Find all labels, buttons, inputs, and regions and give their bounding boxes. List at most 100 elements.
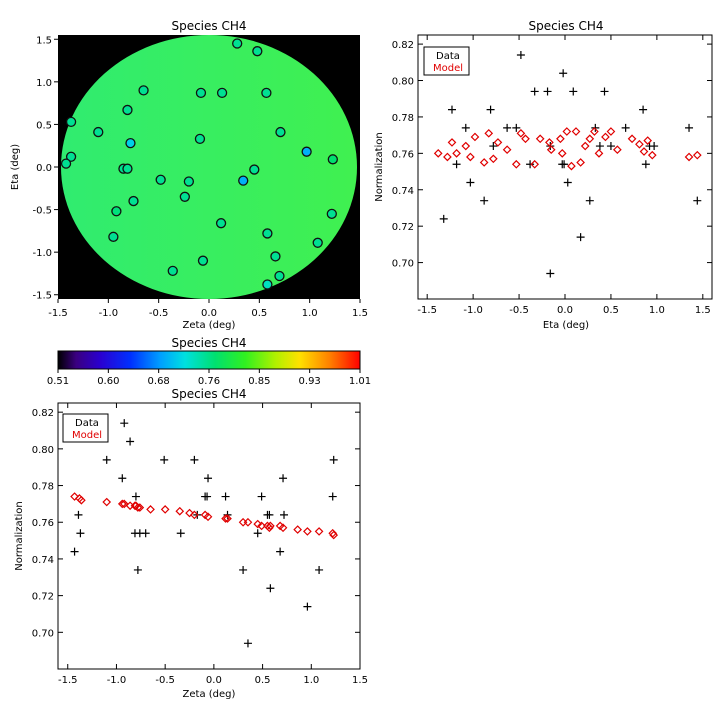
eta-points bbox=[433, 51, 702, 278]
colorbar-tick-label: 0.60 bbox=[97, 376, 119, 387]
eta-model-point bbox=[639, 147, 649, 156]
zeta-legend-box bbox=[62, 413, 109, 443]
eta-model-point bbox=[571, 127, 581, 136]
map-point bbox=[183, 176, 195, 187]
eta-model-point bbox=[585, 134, 595, 144]
eta-model-point bbox=[576, 158, 585, 167]
eta-data-point bbox=[563, 178, 572, 187]
map-point bbox=[275, 126, 286, 138]
eta-data-point bbox=[600, 87, 609, 96]
eta-x-tick-label: 1.5 bbox=[695, 305, 711, 316]
zeta-data-point bbox=[141, 529, 150, 538]
zeta-legend: Data Model bbox=[62, 413, 109, 443]
eta-y-tick-label: 0.74 bbox=[392, 186, 414, 197]
zeta-data-point bbox=[176, 529, 185, 538]
eta-model-point bbox=[557, 148, 567, 158]
zeta-data-point bbox=[239, 565, 248, 574]
eta-model-point bbox=[545, 138, 554, 147]
eta-model-point bbox=[452, 148, 461, 158]
zeta-model-point bbox=[119, 499, 129, 509]
eta-model-point bbox=[447, 138, 457, 147]
zeta-data-point bbox=[280, 510, 289, 519]
zeta-legend-model: Model bbox=[72, 430, 102, 441]
map-point bbox=[167, 265, 178, 277]
eta-data-point bbox=[503, 123, 512, 132]
eta-data-point bbox=[685, 123, 694, 132]
eta-data-point bbox=[641, 160, 650, 169]
zeta-model-point bbox=[328, 528, 338, 538]
eta-model-point bbox=[479, 158, 489, 167]
zeta-y-tick-label: 0.80 bbox=[32, 445, 54, 456]
map-y-tick-label: -1.5 bbox=[32, 291, 52, 302]
eta-data-point bbox=[606, 142, 615, 151]
eta-data-point bbox=[466, 178, 475, 187]
map-point bbox=[108, 231, 119, 242]
eta-data-point bbox=[439, 214, 448, 223]
eta-model-point bbox=[606, 127, 616, 136]
eta-y-tick-label: 0.70 bbox=[392, 259, 414, 270]
zeta-model-point bbox=[203, 512, 213, 522]
eta-x-tick-label: 1.0 bbox=[649, 305, 665, 316]
zeta-data-point bbox=[328, 492, 337, 501]
zeta-data-point bbox=[126, 437, 135, 446]
eta-data-point bbox=[639, 105, 648, 114]
map-point bbox=[238, 175, 249, 186]
eta-data-point bbox=[576, 233, 585, 242]
zeta-data-point bbox=[303, 602, 312, 611]
map-point bbox=[125, 138, 136, 149]
eta-axis-ticks: -1.5 -1.0 -0.5 0.0 0.5 1.0 1.5 0.82 0.80 0.78 0.76… bbox=[392, 35, 712, 316]
eta-x-tick-label: 0.0 bbox=[557, 305, 573, 316]
colorbar-title: Species CH4 bbox=[171, 336, 246, 350]
zeta-model-point bbox=[303, 527, 312, 536]
map-x-tick-label: 0.5 bbox=[251, 308, 267, 319]
eta-data-point bbox=[621, 123, 630, 132]
eta-data-point bbox=[559, 69, 568, 78]
eta-model-point bbox=[535, 134, 545, 144]
zeta-x-tick-label: 1.5 bbox=[352, 675, 368, 686]
colorbar-tick-label: 0.51 bbox=[47, 376, 69, 387]
zeta-model-point bbox=[266, 521, 275, 531]
map-points bbox=[60, 38, 338, 290]
zeta-data-point bbox=[329, 455, 338, 464]
map-y-tick-label: 1.5 bbox=[36, 35, 52, 46]
zeta-x-tick-label: -1.0 bbox=[107, 675, 127, 686]
zeta-model-point bbox=[135, 503, 145, 512]
eta-model-point bbox=[635, 139, 644, 149]
zeta-y-tick-label: 0.72 bbox=[32, 592, 54, 603]
map-tick-labels: -1.5 -1.0 -0.5 0.0 0.5 1.0 1.5 1.5 1.0 0.5 0.0 -0.5… bbox=[32, 35, 367, 319]
map-point bbox=[122, 104, 133, 116]
eta-model-point bbox=[443, 152, 452, 162]
colorbar-tick-label: 0.68 bbox=[148, 376, 170, 387]
zeta-xlabel: Zeta (deg) bbox=[183, 689, 236, 700]
zeta-model-point bbox=[175, 506, 185, 516]
map-point bbox=[327, 154, 338, 165]
eta-model-point bbox=[521, 134, 530, 144]
zeta-model-point bbox=[257, 521, 266, 531]
eta-data-point bbox=[546, 269, 555, 278]
eta-model-point bbox=[502, 145, 512, 155]
eta-panel: Species CH4 -1.5 -1.0 -0.5 0.0 0.5 1.0 1.5 0.82… bbox=[374, 19, 713, 331]
map-point bbox=[274, 270, 285, 282]
map-point bbox=[179, 191, 190, 202]
zeta-model-point bbox=[146, 505, 155, 514]
eta-model-point bbox=[433, 148, 443, 158]
eta-data-point bbox=[447, 105, 456, 114]
map-axis-ticks bbox=[54, 38, 361, 303]
map-point bbox=[312, 237, 323, 248]
zeta-model-point bbox=[102, 497, 112, 507]
zeta-model-point bbox=[253, 519, 263, 529]
zeta-axis-ticks: -1.5 -1.0 -0.5 0.0 0.5 1.0 1.5 0.82 0.80 0.78 0.76… bbox=[32, 403, 368, 686]
zeta-data-point bbox=[190, 455, 199, 464]
eta-data-point bbox=[512, 123, 521, 132]
zeta-x-tick-label: 0.5 bbox=[255, 675, 271, 686]
eta-data-point bbox=[595, 142, 604, 151]
zeta-data-point bbox=[257, 492, 266, 501]
eta-model-point bbox=[516, 128, 526, 138]
zeta-data-point bbox=[76, 529, 85, 538]
zeta-y-tick-label: 0.82 bbox=[32, 408, 54, 419]
eta-model-point bbox=[580, 141, 590, 151]
map-y-tick-label: 1.0 bbox=[36, 78, 52, 89]
map-x-tick-label: 1.0 bbox=[302, 308, 318, 319]
map-point bbox=[138, 85, 149, 96]
eta-y-tick-label: 0.82 bbox=[392, 40, 414, 51]
